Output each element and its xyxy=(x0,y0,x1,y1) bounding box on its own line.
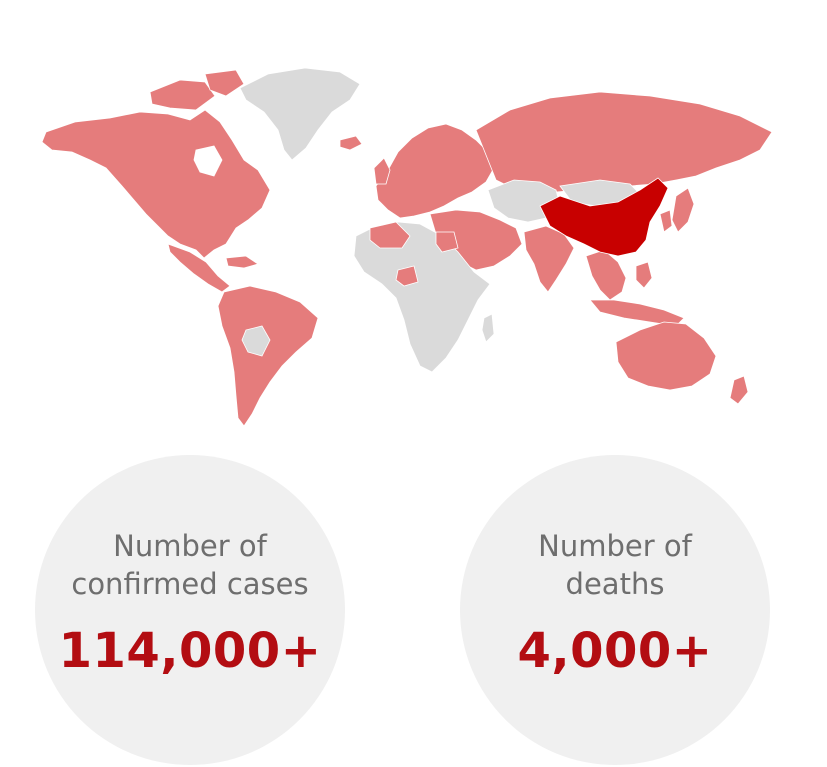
deaths-label: Number of deaths xyxy=(475,527,755,603)
region-arctic-islands-east xyxy=(204,69,245,97)
confirmed-cases-label-line2: confirmed cases xyxy=(71,567,309,601)
region-japan xyxy=(671,187,695,233)
region-iceland xyxy=(339,135,363,151)
region-hudson-bay xyxy=(193,145,223,177)
region-indonesia xyxy=(589,299,685,327)
region-arctic-islands xyxy=(149,79,216,111)
region-south-america xyxy=(217,285,319,427)
region-new-zealand xyxy=(729,375,749,405)
region-africa xyxy=(353,221,491,373)
deaths-label-line2: deaths xyxy=(565,567,665,601)
confirmed-cases-label: Number of confirmed cases xyxy=(50,527,330,603)
region-china xyxy=(539,177,669,257)
deaths-stat: Number of deaths 4,000+ xyxy=(460,455,770,765)
region-australia xyxy=(615,321,717,391)
region-north-america xyxy=(41,109,271,259)
region-egypt xyxy=(435,231,459,253)
deaths-label-line1: Number of xyxy=(538,529,692,563)
region-south-america-unaffected xyxy=(241,325,271,357)
region-philippines xyxy=(635,261,653,289)
region-caribbean xyxy=(225,255,259,269)
region-korea xyxy=(659,209,673,233)
world-map xyxy=(41,67,773,427)
region-europe xyxy=(375,123,495,219)
region-north-africa xyxy=(369,221,411,249)
region-nigeria xyxy=(395,265,419,287)
confirmed-cases-stat: Number of confirmed cases 114,000+ xyxy=(35,455,345,765)
region-central-america xyxy=(167,243,231,293)
region-southeast-asia xyxy=(585,249,627,301)
region-madagascar xyxy=(481,313,495,343)
region-russia xyxy=(475,91,773,193)
confirmed-cases-label-line1: Number of xyxy=(113,529,267,563)
region-greenland xyxy=(239,67,361,161)
region-uk xyxy=(373,157,391,185)
confirmed-cases-value: 114,000+ xyxy=(58,623,322,679)
deaths-value: 4,000+ xyxy=(517,623,713,679)
